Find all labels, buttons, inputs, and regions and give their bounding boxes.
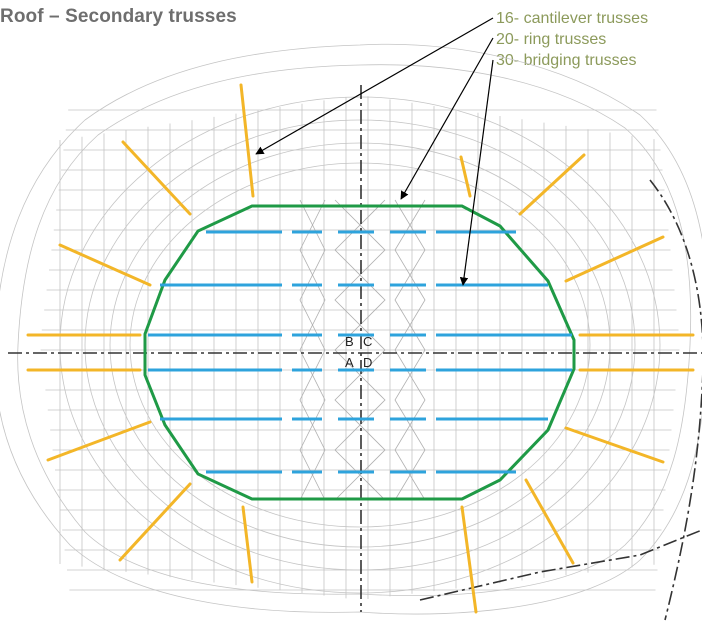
cantilever-truss	[46, 420, 152, 462]
bridging-trusses	[148, 230, 572, 474]
arrow-bridging	[459, 59, 494, 286]
cantilever-truss	[58, 243, 152, 287]
cantilever-truss	[564, 235, 665, 283]
cantilever-truss	[241, 505, 254, 584]
quadrant-label-b: B	[345, 334, 354, 349]
structure-grid	[0, 43, 702, 615]
cross-bracing	[299, 199, 426, 501]
axis-lines	[8, 85, 702, 621]
quadrant-label-d: D	[363, 355, 372, 370]
cantilever-truss	[518, 153, 586, 216]
cantilever-trusses	[26, 83, 695, 614]
callout-ring-trusses: 20- ring trusses	[496, 31, 607, 48]
cantilever-truss	[459, 155, 472, 198]
arrow-ring	[400, 37, 494, 200]
quadrant-label-c: C	[363, 334, 372, 349]
callout-cantilever-trusses: 16- cantilever trusses	[496, 10, 649, 27]
quadrant-label-a: A	[345, 355, 354, 370]
roof-ring-3	[109, 142, 611, 548]
cantilever-truss	[121, 140, 192, 216]
outer-roof-edge-2	[17, 64, 692, 596]
page-title: Roof – Secondary trusses	[0, 6, 237, 27]
roof-ring-2	[84, 119, 636, 571]
axis-outer-arc	[649, 179, 702, 621]
ring-truss	[143, 204, 576, 501]
cantilever-truss	[460, 505, 478, 614]
outer-roof-edge	[0, 43, 702, 615]
axis-outer-arc-2	[419, 529, 702, 601]
arrow-cantilever	[255, 17, 494, 155]
quadrant-labels: B C A D	[345, 334, 372, 370]
roof-ring-4	[129, 162, 591, 528]
cantilever-truss	[524, 478, 575, 565]
cantilever-truss	[239, 83, 255, 198]
callout-arrows	[255, 17, 494, 286]
grid-horizontal-lines	[40, 109, 680, 591]
grid-vertical-lines	[59, 96, 655, 600]
cantilever-truss	[564, 426, 665, 464]
cantilever-truss	[118, 482, 192, 562]
